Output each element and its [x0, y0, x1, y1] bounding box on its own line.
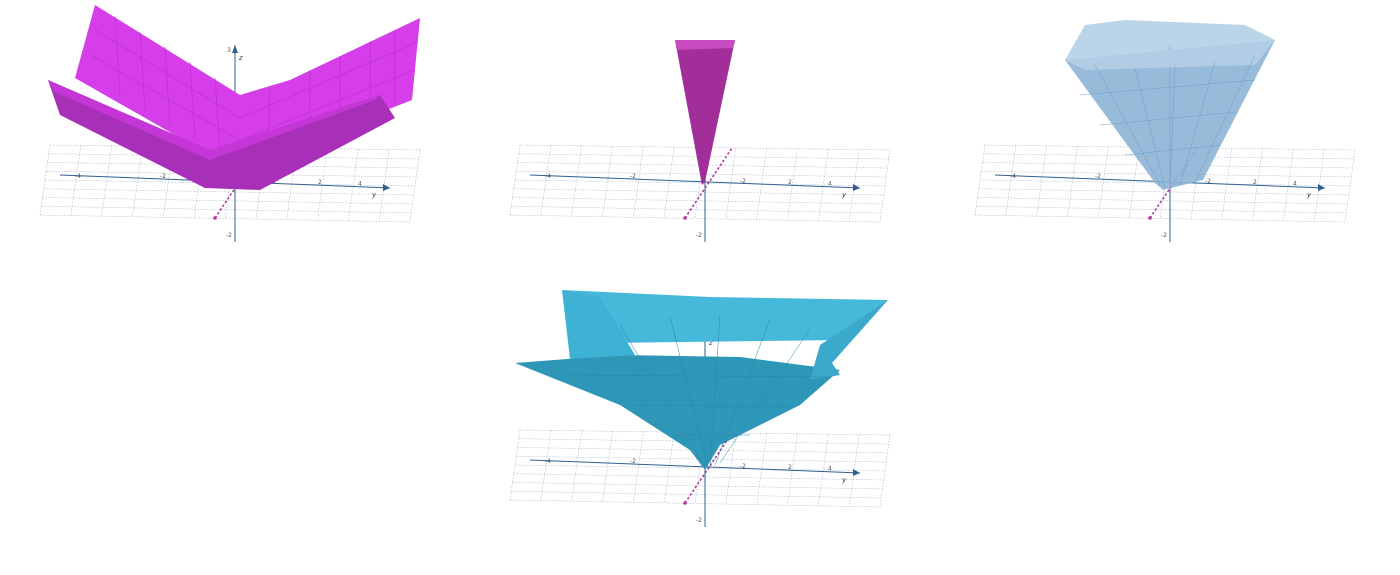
x-axis-end [1148, 216, 1152, 220]
x-axis-end [213, 216, 217, 220]
y-tick-label: 4 [358, 180, 362, 187]
y-axis-label: y [841, 191, 847, 199]
y-tick-label: -4 [545, 458, 551, 465]
x-axis-end [683, 216, 687, 220]
grid-line [317, 148, 328, 221]
surface-plot-1: zy3-2-4-2-224 [39, 5, 421, 242]
z-axis-arrow [232, 45, 238, 53]
y-axis [529, 174, 861, 189]
y-axis-label: y [1306, 191, 1312, 199]
y-tick-label: -2 [740, 178, 746, 185]
surface-cone [1065, 40, 1275, 190]
surface-wedge [675, 40, 735, 185]
surface-back [562, 290, 888, 343]
grid-line [513, 473, 884, 481]
y-tick-label: -2 [160, 173, 166, 180]
y-tick-label: 2 [318, 179, 322, 186]
y-tick-label: -2 [1095, 173, 1101, 180]
y-tick-label: 2 [1253, 179, 1257, 186]
y-tick-label: -2 [630, 458, 636, 465]
z-tick-label: -2 [696, 517, 702, 524]
z-axis-label: z [238, 54, 243, 62]
surface-front [515, 355, 840, 470]
grid-line [41, 206, 412, 214]
y-tick-label: -2 [630, 173, 636, 180]
y-tick-label: -2 [740, 463, 746, 470]
y-axis-arrow [853, 184, 860, 191]
plot-panel-1: zy3-2-4-2-224 [39, 0, 440, 250]
z-tick-label: -2 [226, 232, 232, 239]
surface-plot-2: zy3-2-4-2-224 [509, 40, 891, 242]
y-tick-label: 2 [788, 464, 792, 471]
y-tick-label: 4 [1293, 180, 1297, 187]
x-axis [684, 147, 733, 219]
y-tick-label: -4 [545, 173, 551, 180]
y-tick-label: 2 [788, 179, 792, 186]
y-axis [529, 459, 861, 474]
plot-panel-2: zy3-2-4-2-224 [509, 0, 910, 250]
grid-line [1283, 149, 1294, 221]
z-tick-label: -2 [1161, 232, 1167, 239]
grid-line [513, 188, 884, 196]
y-axis-label: y [841, 476, 847, 484]
y-axis-label: y [371, 191, 377, 199]
grid-line [43, 188, 414, 196]
surface-wedge-top [675, 40, 735, 50]
plot-panel-4: zy3-2-4-2-224 [509, 285, 910, 535]
grid-line [787, 433, 798, 506]
y-tick-label: -4 [75, 173, 81, 180]
surface-right-wing [810, 300, 888, 380]
y-tick-label: -4 [1010, 173, 1016, 180]
y-axis-arrow [853, 469, 860, 476]
grid-line [511, 491, 882, 499]
z-tick-label: 3 [227, 47, 231, 54]
z-axis-label: z [708, 339, 713, 347]
surface-plot-4: zy3-2-4-2-224 [509, 290, 891, 527]
z-tick-label: -2 [696, 232, 702, 239]
surface-front-top [48, 80, 380, 160]
y-tick-label: 4 [828, 465, 832, 472]
surface-cone-rim [1065, 20, 1275, 70]
x-axis-end [683, 501, 687, 505]
grid-line [511, 206, 882, 214]
x-axis [684, 432, 733, 504]
grid-line [348, 149, 359, 221]
surface-plot-3: zy3-2-4-2-224 [974, 20, 1356, 242]
plot-panel-3: zy3-2-4-2-224 [974, 0, 1375, 250]
grid-line [976, 206, 1347, 214]
y-tick-label: 4 [828, 180, 832, 187]
grid-line [818, 434, 829, 506]
grid-line [787, 148, 798, 221]
y-tick-label: -2 [1205, 178, 1211, 185]
y-axis-arrow [1318, 184, 1325, 191]
grid-line [818, 149, 829, 221]
surface-mesh [1079, 54, 1256, 189]
surface-left-wing [562, 290, 635, 359]
surface-mesh [569, 314, 831, 468]
surface-front [48, 80, 395, 190]
grid-line [1252, 148, 1263, 221]
y-axis-arrow [383, 184, 390, 191]
